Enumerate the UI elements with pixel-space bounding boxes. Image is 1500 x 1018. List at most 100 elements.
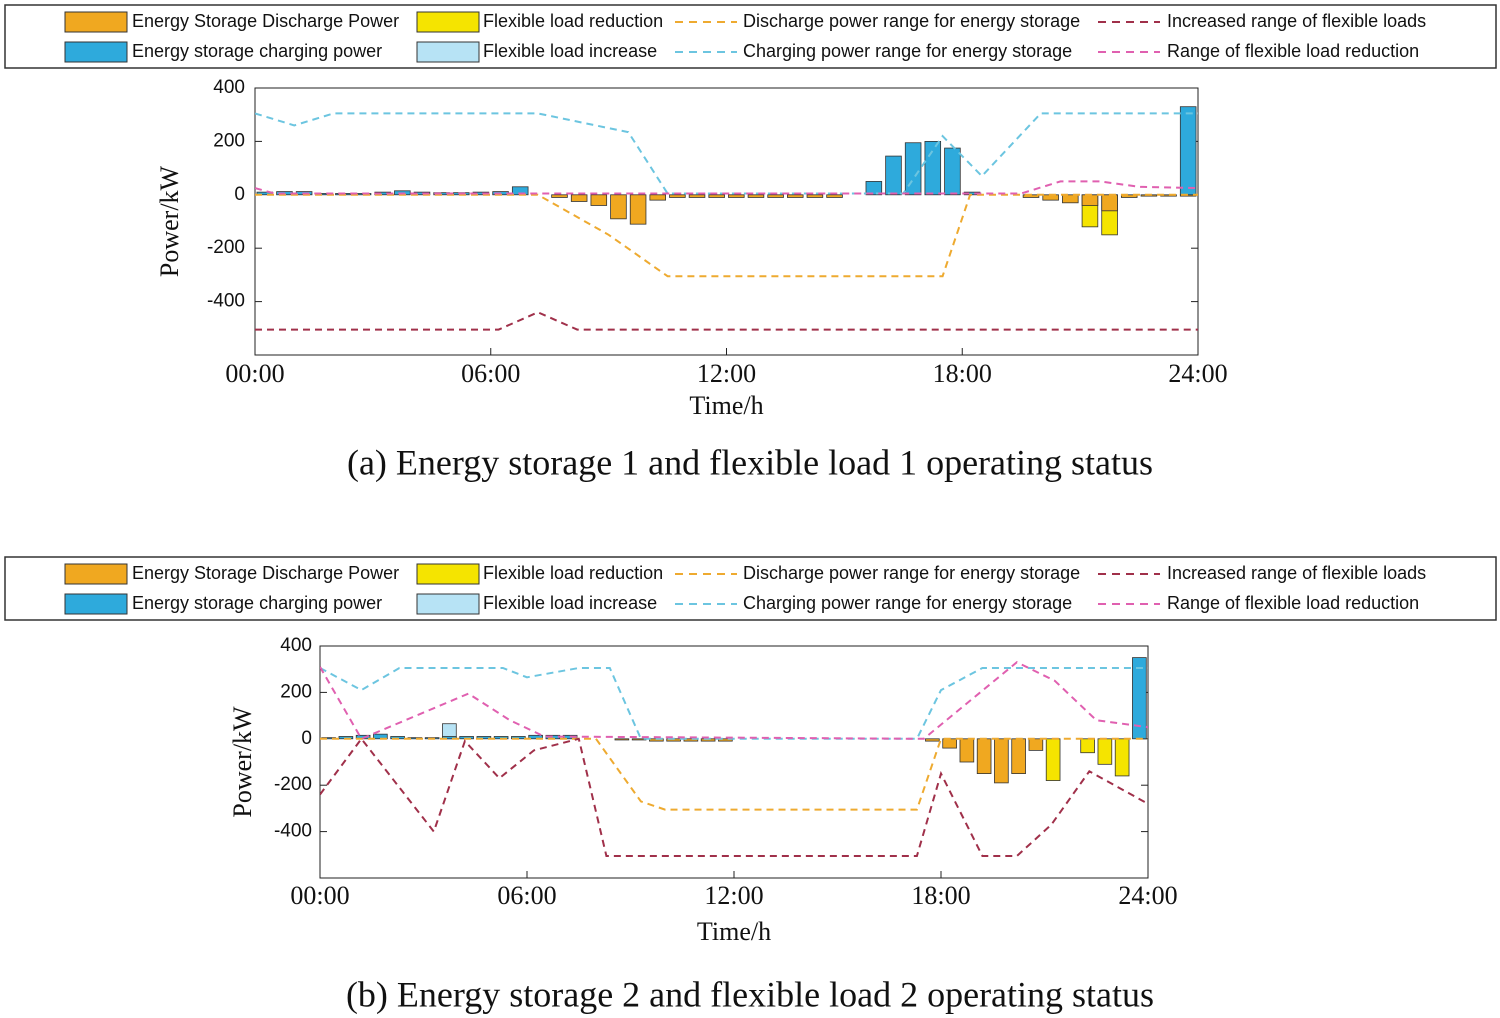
bar: [1097, 738, 1113, 765]
x-tick-label: 12:00: [704, 881, 763, 910]
bar: [865, 181, 883, 196]
bar: [1101, 194, 1118, 212]
x-tick-label: 24:00: [1168, 359, 1227, 388]
legend-label: Energy storage charging power: [132, 41, 382, 61]
bar: [904, 142, 922, 196]
legend-swatch: [64, 41, 128, 63]
bar: [708, 194, 725, 198]
legend-swatch: [64, 11, 128, 33]
bar: [728, 194, 745, 198]
legend-swatch: [416, 563, 480, 585]
bar: [649, 194, 666, 201]
bar: [442, 736, 457, 740]
bar: [976, 738, 992, 774]
legend-label: Charging power range for energy storage: [743, 593, 1072, 613]
x-tick-label: 06:00: [497, 881, 556, 910]
x-tick-label: 12:00: [697, 359, 756, 388]
legend-label: Discharge power range for energy storage: [743, 563, 1080, 583]
legend-label: Charging power range for energy storage: [743, 41, 1072, 61]
bar: [1028, 738, 1044, 751]
legend-label: Increased range of flexible loads: [1167, 563, 1426, 583]
bar: [1120, 194, 1138, 198]
bar: [1045, 738, 1061, 781]
bar: [925, 738, 940, 742]
bar: [826, 194, 843, 198]
caption: (a) Energy storage 1 and flexible load 1…: [347, 442, 1153, 482]
bar: [1011, 738, 1026, 774]
bar: [683, 738, 699, 742]
y-tick-label: 0: [301, 728, 312, 749]
legend-swatch: [64, 593, 128, 615]
bar: [1179, 106, 1197, 196]
legend-box: [4, 4, 1497, 69]
y-tick-label: -200: [274, 774, 312, 795]
bar: [1062, 194, 1079, 204]
x-tick-label: 00:00: [225, 359, 284, 388]
legend-swatch: [416, 11, 480, 33]
bar: [629, 194, 647, 225]
y-tick-label: 200: [280, 681, 312, 702]
bar: [551, 194, 568, 198]
legend-label: Flexible load reduction: [483, 11, 663, 31]
legend-label: Energy storage charging power: [132, 593, 382, 613]
caption: (b) Energy storage 2 and flexible load 2…: [346, 974, 1154, 1014]
y-tick-label: -400: [274, 821, 312, 842]
y-tick-label: 0: [234, 184, 245, 205]
bar: [959, 738, 975, 763]
marks: [255, 106, 1198, 331]
bar: [944, 147, 961, 196]
y-tick-label: -200: [207, 237, 245, 258]
y-tick-label: 400: [280, 635, 312, 656]
legend-label: Range of flexible load reduction: [1167, 41, 1419, 61]
bar: [590, 194, 608, 206]
y-tick-label: -400: [207, 291, 245, 312]
marks: [320, 657, 1148, 857]
legend-label: Flexible load increase: [483, 41, 657, 61]
range-line: [320, 737, 1148, 857]
bar: [718, 738, 733, 742]
legend-label: Flexible load reduction: [483, 563, 663, 583]
bar: [614, 738, 630, 741]
legend-label: Flexible load increase: [483, 593, 657, 613]
bar: [570, 194, 588, 202]
bar: [1081, 194, 1099, 206]
legend-label: Energy Storage Discharge Power: [132, 11, 399, 31]
range-line: [255, 311, 1198, 331]
range-line: [320, 661, 1148, 741]
bar: [747, 194, 765, 198]
y-axis-label: Power/kW: [155, 165, 184, 277]
bar: [1114, 738, 1130, 777]
x-tick-label: 00:00: [290, 881, 349, 910]
range-line: [255, 180, 1198, 195]
legend-swatch: [416, 41, 480, 63]
plot-area: [319, 645, 1149, 879]
range-line: [320, 667, 1148, 740]
bar: [924, 140, 942, 196]
bar: [688, 194, 706, 198]
range-line: [255, 193, 1198, 278]
y-axis-label: Power/kW: [228, 706, 257, 818]
legend-box: [4, 556, 1497, 621]
bar: [669, 194, 686, 198]
bar: [476, 736, 492, 740]
y-tick-label: 400: [213, 77, 245, 98]
legend-label: Discharge power range for energy storage: [743, 11, 1080, 31]
x-tick-label: 06:00: [461, 359, 520, 388]
bar: [942, 738, 957, 749]
bar: [528, 734, 543, 740]
bar: [806, 194, 824, 198]
bar: [994, 738, 1009, 784]
range-line: [320, 737, 1148, 811]
bar: [610, 194, 627, 220]
legend-label: Range of flexible load reduction: [1167, 593, 1419, 613]
x-tick-label: 18:00: [933, 359, 992, 388]
x-tick-label: 24:00: [1118, 881, 1177, 910]
x-axis-label: Time/h: [689, 391, 763, 420]
bar: [885, 155, 902, 196]
y-tick-label: 200: [213, 130, 245, 151]
range-line: [255, 112, 1198, 195]
x-tick-label: 18:00: [911, 881, 970, 910]
legend-swatch: [416, 593, 480, 615]
plot-area: [254, 87, 1199, 356]
